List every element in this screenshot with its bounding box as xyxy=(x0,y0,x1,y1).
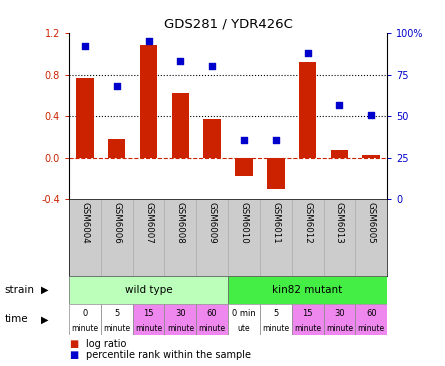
Text: minute: minute xyxy=(71,324,98,333)
Point xyxy=(240,137,247,142)
Bar xyxy=(101,304,133,335)
Text: 60: 60 xyxy=(207,309,218,318)
Bar xyxy=(331,150,348,158)
Bar xyxy=(228,304,260,335)
Text: minute: minute xyxy=(198,324,226,333)
Bar xyxy=(324,304,355,335)
Bar xyxy=(69,276,228,304)
Point xyxy=(368,112,375,117)
Bar xyxy=(196,304,228,335)
Text: GSM6012: GSM6012 xyxy=(303,202,312,243)
Text: strain: strain xyxy=(4,285,34,295)
Bar xyxy=(292,304,324,335)
Point xyxy=(272,137,279,142)
Text: GSM6006: GSM6006 xyxy=(112,202,121,243)
Text: log ratio: log ratio xyxy=(86,339,126,349)
Text: GSM6011: GSM6011 xyxy=(271,202,280,243)
Text: 5: 5 xyxy=(273,309,279,318)
Text: minute: minute xyxy=(262,324,289,333)
Text: GSM6008: GSM6008 xyxy=(176,202,185,243)
Text: GSM6010: GSM6010 xyxy=(239,202,248,243)
Bar xyxy=(108,139,125,158)
Point xyxy=(209,63,216,69)
Text: minute: minute xyxy=(294,324,321,333)
Bar xyxy=(363,155,380,158)
Text: GSM6013: GSM6013 xyxy=(335,202,344,243)
Text: GSM6005: GSM6005 xyxy=(367,202,376,243)
Text: ute: ute xyxy=(238,324,250,333)
Point xyxy=(304,50,311,56)
Text: 0: 0 xyxy=(82,309,88,318)
Bar xyxy=(76,78,93,158)
Bar xyxy=(203,119,221,158)
Text: ■: ■ xyxy=(69,350,78,360)
Text: 15: 15 xyxy=(302,309,313,318)
Text: GSM6007: GSM6007 xyxy=(144,202,153,243)
Text: minute: minute xyxy=(167,324,194,333)
Text: 0 min: 0 min xyxy=(232,309,256,318)
Bar xyxy=(260,304,292,335)
Text: minute: minute xyxy=(135,324,162,333)
Title: GDS281 / YDR426C: GDS281 / YDR426C xyxy=(164,17,292,30)
Point xyxy=(113,83,120,89)
Bar xyxy=(172,93,189,158)
Text: ▶: ▶ xyxy=(41,285,48,295)
Text: 15: 15 xyxy=(143,309,154,318)
Text: 30: 30 xyxy=(334,309,345,318)
Point xyxy=(81,43,89,49)
Text: ■: ■ xyxy=(69,339,78,349)
Point xyxy=(177,58,184,64)
Bar xyxy=(133,304,165,335)
Text: minute: minute xyxy=(358,324,385,333)
Point xyxy=(145,38,152,44)
Text: 60: 60 xyxy=(366,309,376,318)
Text: minute: minute xyxy=(326,324,353,333)
Text: kin82 mutant: kin82 mutant xyxy=(272,285,343,295)
Bar xyxy=(355,304,387,335)
Bar xyxy=(165,304,196,335)
Text: 30: 30 xyxy=(175,309,186,318)
Text: minute: minute xyxy=(103,324,130,333)
Text: time: time xyxy=(4,314,28,324)
Bar xyxy=(267,158,284,189)
Text: percentile rank within the sample: percentile rank within the sample xyxy=(86,350,251,360)
Text: 5: 5 xyxy=(114,309,119,318)
Bar xyxy=(228,276,387,304)
Text: ▶: ▶ xyxy=(41,314,48,324)
Text: GSM6004: GSM6004 xyxy=(81,202,89,243)
Point xyxy=(336,102,343,108)
Bar xyxy=(299,62,316,158)
Text: wild type: wild type xyxy=(125,285,172,295)
Text: GSM6009: GSM6009 xyxy=(208,202,217,243)
Bar xyxy=(140,45,157,158)
Bar xyxy=(235,158,253,176)
Bar xyxy=(69,304,101,335)
